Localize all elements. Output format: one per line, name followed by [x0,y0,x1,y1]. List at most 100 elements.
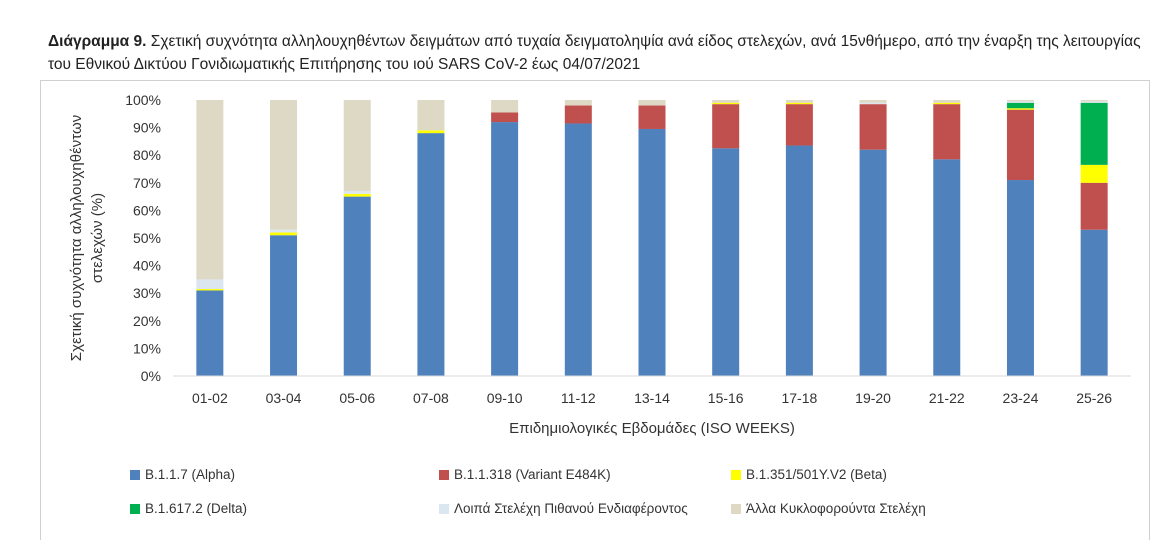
y-axis-title: Σχετική συχνότητα αλληλουχηθέντων στελεχώ… [68,115,106,361]
bar-segment [564,123,592,377]
bar-segment [1080,100,1108,102]
bar-segment [1006,101,1034,103]
bar-segment [638,100,666,106]
bar-segment [712,100,740,103]
bar-segment [1080,229,1108,376]
bar-segment [859,102,887,105]
bar-segment [491,100,519,113]
y-tick-label: 30% [133,285,161,301]
bar-segment [491,122,519,376]
bar-segment [638,128,666,376]
bar-segment [343,191,371,194]
bar-segment [1006,108,1034,110]
bar-segment [564,105,592,124]
bar-segment [712,104,740,149]
bar-segment [859,104,887,150]
bar-segment [933,102,961,105]
legend-label: B.1.351/501Y.V2 (Beta) [746,467,887,482]
bar-segment [712,102,740,105]
legend-label: B.1.1.7 (Alpha) [145,467,235,482]
bar-segment [1006,180,1034,376]
stacked-bar-chart: Σχετική συχνότητα αλληλουχηθέντων στελεχώ… [68,92,1131,516]
x-axis-title: Επιδημιολογικές Εβδομάδες (ISO WEEKS) [509,420,795,437]
bar-segment [785,100,813,103]
y-tick-label: 40% [133,258,161,274]
legend: B.1.1.7 (Alpha) B.1.1.318 (Variant E484K)… [130,467,926,516]
bar-segment [785,102,813,105]
chart-caption: Διάγραμμα 9. Σχετική συχνότητα αλληλουχη… [48,30,1148,76]
bars [196,100,1108,377]
x-tick-label: 07-08 [413,390,449,406]
bar-segment [933,100,961,103]
bar-segment [785,104,813,146]
bar-segment [785,145,813,376]
legend-label: Άλλα Κυκλοφορούντα Στελέχη [746,501,926,516]
y-tick-label: 10% [133,340,161,356]
x-axis-ticks: 01-02 03-04 05-06 07-08 09-10 11-12 13-14 15-16… [192,390,1112,406]
bar-segment [1006,102,1034,109]
bar-segment [343,193,371,197]
legend-swatch [439,504,449,514]
legend-swatch [731,470,741,480]
bar-segment [270,100,298,230]
bar-segment [1080,164,1108,183]
x-tick-label: 15-16 [708,390,744,406]
bar-segment [1006,109,1034,181]
y-axis-title-line: στελεχών (%) [89,193,106,283]
bar-segment [417,130,445,134]
x-tick-label: 11-12 [561,390,596,406]
bar-segment [1080,182,1108,230]
y-axis-ticks: 0% 10% 20% 30% 40% 50% 60% 70% 80% 90% 100% [125,92,161,384]
bar-segment [417,133,445,376]
bar-segment [859,149,887,376]
y-tick-label: 20% [133,313,161,329]
y-tick-label: 100% [125,92,161,108]
legend-label: B.1.617.2 (Delta) [145,501,247,516]
bar-segment [196,279,224,290]
bar-segment [270,235,298,376]
bar-segment [196,100,224,280]
caption-text: Σχετική συχνότητα αλληλουχηθέντων δειγμά… [48,33,1141,73]
bar-segment [1006,100,1034,102]
bar-segment [491,112,519,123]
bar-segment [712,148,740,376]
bar-segment [196,289,224,291]
bar-segment [933,159,961,376]
x-tick-label: 13-14 [634,390,670,406]
x-tick-label: 19-20 [855,390,891,406]
x-tick-label: 17-18 [781,390,817,406]
legend-swatch [731,504,741,514]
bar-segment [196,290,224,376]
legend-label: B.1.1.318 (Variant E484K) [454,467,611,482]
y-tick-label: 60% [133,202,161,218]
legend-swatch [439,470,449,480]
legend-swatch [130,470,140,480]
y-tick-label: 50% [133,230,161,246]
bar-segment [417,100,445,131]
bar-segment [859,100,887,103]
x-tick-label: 01-02 [192,390,228,406]
bar-segment [1080,101,1108,103]
caption-lead: Διάγραμμα 9. [48,33,147,50]
bar-segment [638,105,666,129]
bar-segment [1080,102,1108,165]
bar-segment [564,100,592,106]
y-tick-label: 90% [133,120,161,136]
y-tick-label: 0% [141,368,161,384]
legend-swatch [130,504,140,514]
x-tick-label: 23-24 [1003,390,1039,406]
bar-segment [933,104,961,160]
y-axis-title-line: Σχετική συχνότητα αλληλουχηθέντων [68,115,85,361]
x-tick-label: 03-04 [266,390,302,406]
bar-segment [343,100,371,192]
x-tick-label: 09-10 [487,390,523,406]
chart-frame: Σχετική συχνότητα αλληλουχηθέντων στελεχώ… [40,80,1150,540]
bar-segment [343,196,371,376]
x-tick-label: 25-26 [1076,390,1112,406]
y-tick-label: 70% [133,175,161,191]
bar-segment [270,232,298,236]
bar-segment [270,229,298,233]
x-tick-label: 05-06 [339,390,375,406]
legend-label: Λοιπά Στελέχη Πιθανού Ενδιαφέροντος [454,501,688,516]
x-tick-label: 21-22 [929,390,965,406]
